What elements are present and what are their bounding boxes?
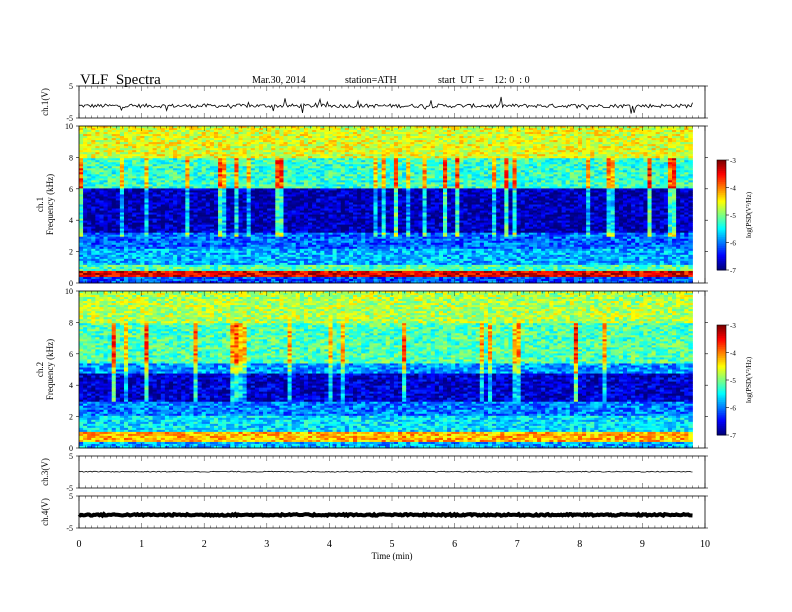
ch2-spectrogram-colorbar: -3 -4 -5 -6 -7 log(PSD(V²/Hz) xyxy=(717,322,753,440)
x-tick-label: 2 xyxy=(202,539,207,550)
y-tick-label: 10 xyxy=(65,122,73,131)
colorbar-tick-label: -6 xyxy=(730,405,736,413)
colorbar-tick-label: -6 xyxy=(730,240,736,248)
x-tick-label: 0 xyxy=(77,539,82,550)
y-axis-label: ch.2 xyxy=(35,362,45,377)
x-tick-label: 10 xyxy=(700,539,710,550)
colorbar-tick-label: -7 xyxy=(730,432,736,440)
ch4-waveform-trace xyxy=(79,514,693,516)
x-tick-label: 7 xyxy=(515,539,520,550)
colorbar-tick-label: -4 xyxy=(730,350,736,358)
y-tick-label: 5 xyxy=(69,492,73,501)
x-axis-label: Time (min) xyxy=(372,551,413,561)
ch1-spectrogram-cells xyxy=(79,126,693,283)
x-tick-label: 9 xyxy=(640,539,645,550)
x-tick-label: 6 xyxy=(452,539,457,550)
ch1-waveform-panel: 5-5ch.1(V) xyxy=(40,82,708,123)
y-axis-label: Frequency (kHz) xyxy=(45,339,55,400)
y-axis-label: ch.4(V) xyxy=(40,498,50,526)
y-tick-label: 8 xyxy=(69,318,73,327)
ch1-spectrogram-colorbar: -3 -4 -5 -6 -7 log(PSD(V²/Hz) xyxy=(717,157,753,275)
y-tick-label: 2 xyxy=(69,248,73,257)
y-axis-label: ch.1(V) xyxy=(40,88,50,116)
ch1-waveform-trace xyxy=(79,97,693,114)
colorbar-tick-label: -7 xyxy=(730,267,736,275)
y-tick-label: 10 xyxy=(65,287,73,296)
colorbar-tick-label: -3 xyxy=(730,157,736,165)
x-tick-label: 1 xyxy=(139,539,144,550)
y-axis-label: ch.1 xyxy=(35,197,45,212)
y-tick-label: 2 xyxy=(69,413,73,422)
y-axis-label: ch.3(V) xyxy=(40,458,50,486)
vlf-spectra-figure: 5-5ch.1(V)-3-4-5-6-7log(PSD(V²/Hz)108642… xyxy=(0,0,792,612)
y-tick-label: 8 xyxy=(69,153,73,162)
x-tick-label: 4 xyxy=(327,539,332,550)
ch3-waveform-trace xyxy=(79,471,693,472)
ch3-waveform-panel: 5-5ch.3(V) xyxy=(40,452,708,493)
colorbar-tick-label: -3 xyxy=(730,322,736,330)
y-tick-label: 6 xyxy=(69,350,73,359)
y-tick-label: 5 xyxy=(69,82,73,91)
colorbar-tick-label: -5 xyxy=(730,377,736,385)
x-tick-label: 8 xyxy=(577,539,582,550)
x-tick-label: 5 xyxy=(390,539,395,550)
y-axis-label: Frequency (kHz) xyxy=(45,174,55,235)
y-tick-label: 5 xyxy=(69,452,73,461)
colorbar-label: log(PSD(V²/Hz) xyxy=(745,191,753,238)
y-tick-label: 6 xyxy=(69,185,73,194)
ch2-spectrogram-cells xyxy=(79,291,693,448)
colorbar-label: log(PSD(V²/Hz) xyxy=(745,356,753,403)
colorbar-tick-label: -5 xyxy=(730,212,736,220)
y-tick-label: -5 xyxy=(66,524,73,533)
y-tick-label: 4 xyxy=(69,216,73,225)
x-tick-label: 3 xyxy=(264,539,269,550)
y-tick-label: 4 xyxy=(69,381,73,390)
ch4-waveform-panel: 5 -5 ch.4(V) xyxy=(40,492,708,533)
colorbar-tick-label: -4 xyxy=(730,185,736,193)
